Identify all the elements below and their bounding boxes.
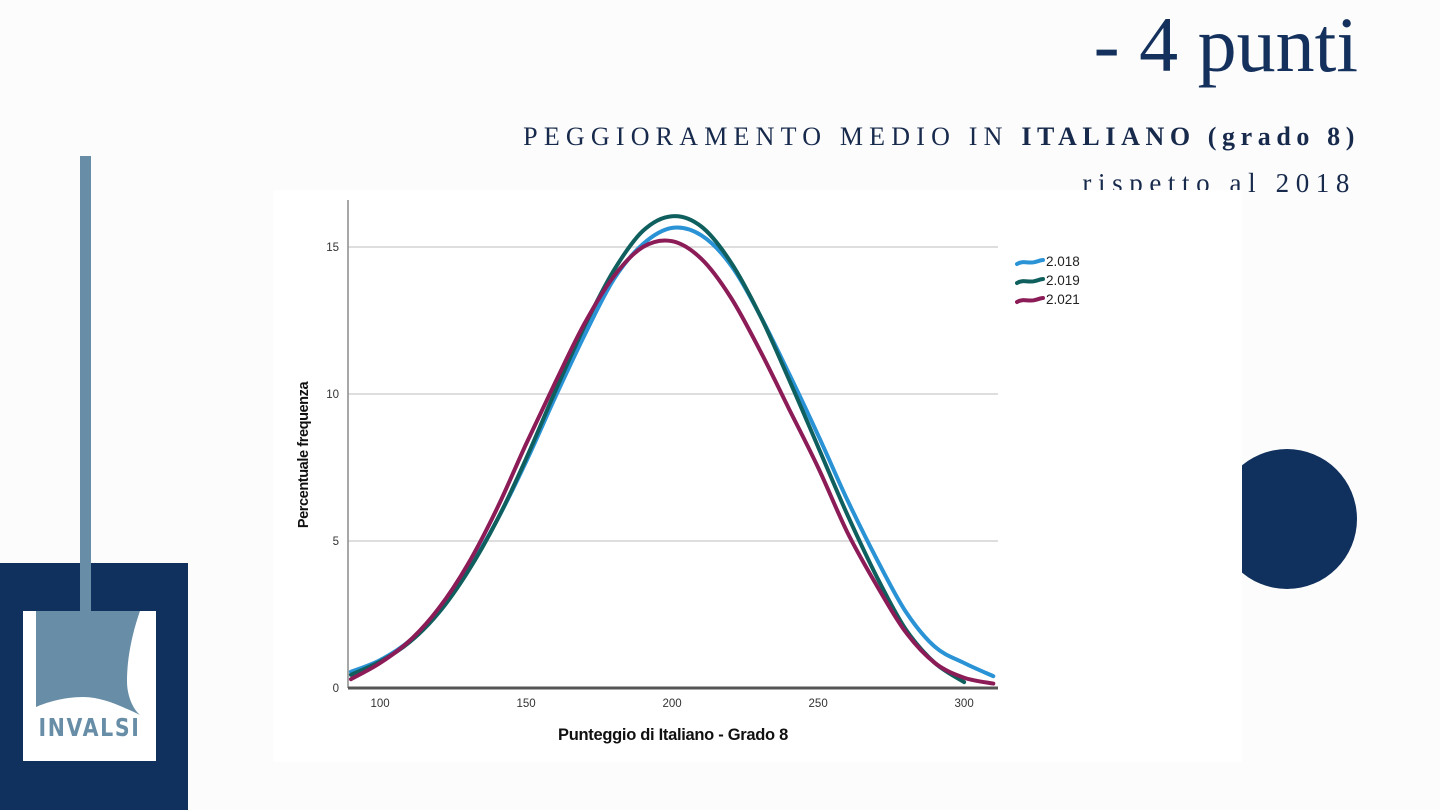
legend-swatch-icon	[1015, 257, 1045, 266]
x-tick-label: 150	[517, 698, 536, 710]
y-tick-label: 5	[333, 536, 339, 548]
x-tick-label: 200	[663, 698, 682, 710]
legend-label: 2.021	[1046, 291, 1080, 307]
x-axis-title: Punteggio di Italiano - Grado 8	[558, 726, 788, 744]
legend-swatch-icon	[1015, 276, 1045, 285]
logo-shape-icon	[36, 611, 140, 715]
chart-plot-area: 0 5 10 15 100 150 200 250 300	[326, 200, 998, 710]
headline-score-change: - 4 punti	[1093, 1, 1358, 88]
legend-label: 2.018	[1046, 253, 1080, 269]
legend-item: 2.019	[1015, 271, 1080, 290]
y-tick-label: 10	[326, 389, 339, 401]
series-line-2018	[348, 225, 996, 679]
legend-swatch-icon	[1015, 295, 1045, 304]
subtitle-regular: PEGGIORAMENTO MEDIO IN	[523, 122, 1022, 151]
x-tick-label: 250	[809, 698, 828, 710]
x-tick-label: 100	[371, 698, 390, 710]
logo-text: INVALSI	[38, 713, 141, 742]
series-line-2019	[348, 214, 967, 685]
chart-legend: 2.018 2.019 2.021	[1015, 252, 1080, 309]
series-line-2021	[348, 238, 996, 686]
legend-item: 2.021	[1015, 290, 1080, 309]
y-tick-label: 15	[326, 242, 339, 254]
x-tick-label: 300	[955, 698, 974, 710]
decorative-vertical-bar	[80, 156, 91, 612]
legend-item: 2.018	[1015, 252, 1080, 271]
legend-label: 2.019	[1046, 272, 1080, 288]
density-chart: 0 5 10 15 100 150 200 250 300 Percentuale freque…	[273, 190, 1242, 762]
subtitle-bold: ITALIANO (grado 8)	[1021, 122, 1360, 151]
invalsi-logo: INVALSI	[23, 611, 156, 761]
subtitle: PEGGIORAMENTO MEDIO IN ITALIANO (grado 8…	[523, 124, 1360, 150]
y-tick-label: 0	[333, 683, 339, 695]
